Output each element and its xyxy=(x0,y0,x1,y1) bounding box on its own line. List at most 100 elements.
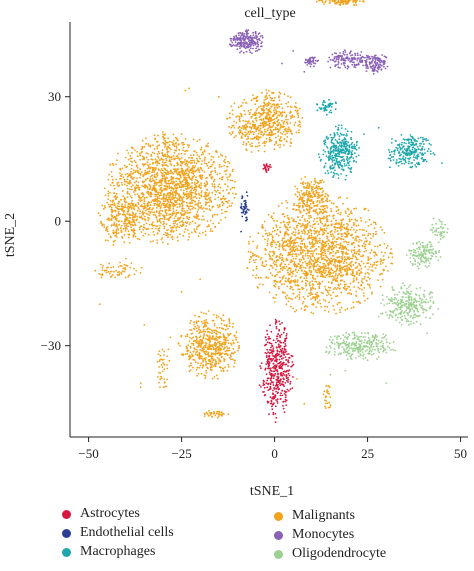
data-point xyxy=(324,300,327,302)
data-point xyxy=(370,257,372,260)
data-point xyxy=(278,350,281,353)
data-point xyxy=(115,234,118,236)
data-point xyxy=(287,300,290,303)
data-point xyxy=(355,278,358,281)
data-point xyxy=(309,237,311,240)
data-point xyxy=(343,246,346,248)
data-point xyxy=(196,168,199,171)
data-point xyxy=(273,118,276,120)
data-point xyxy=(282,405,284,407)
data-point xyxy=(198,160,200,163)
data-point xyxy=(169,224,172,227)
data-point xyxy=(317,153,320,156)
data-point xyxy=(248,261,251,264)
data-point xyxy=(317,302,319,304)
data-point xyxy=(257,276,260,279)
data-point xyxy=(343,163,346,165)
data-point xyxy=(274,353,277,356)
data-point xyxy=(186,160,189,163)
data-point xyxy=(413,144,416,147)
data-point xyxy=(344,151,347,153)
data-point xyxy=(360,280,363,282)
data-point xyxy=(355,301,358,303)
data-point xyxy=(211,183,214,185)
data-point xyxy=(341,254,344,256)
data-point xyxy=(144,219,147,222)
data-point xyxy=(306,245,309,248)
data-point xyxy=(171,214,174,217)
data-point xyxy=(185,193,188,196)
data-point xyxy=(277,286,280,288)
data-point xyxy=(271,217,274,220)
data-point xyxy=(204,230,207,233)
data-point xyxy=(166,232,169,235)
data-point xyxy=(276,281,279,283)
data-point xyxy=(411,165,414,168)
data-point xyxy=(281,259,283,261)
data-point xyxy=(188,195,191,198)
data-point xyxy=(123,225,126,227)
data-point xyxy=(167,171,170,173)
data-point xyxy=(143,145,146,148)
data-point xyxy=(190,200,193,202)
data-point xyxy=(272,339,275,342)
data-point xyxy=(175,137,178,140)
data-point xyxy=(328,244,331,247)
data-point xyxy=(334,252,337,255)
data-point xyxy=(160,184,163,186)
data-point xyxy=(289,388,292,391)
data-point xyxy=(250,128,253,130)
data-point xyxy=(358,253,361,256)
data-point xyxy=(279,265,282,268)
data-point xyxy=(175,191,178,194)
data-point xyxy=(263,386,266,389)
data-point xyxy=(163,222,166,225)
data-point xyxy=(151,227,154,230)
data-point xyxy=(130,196,133,199)
data-point xyxy=(336,172,338,175)
data-point xyxy=(340,145,342,148)
data-point xyxy=(182,217,185,220)
data-point xyxy=(339,268,342,271)
data-point xyxy=(160,213,162,215)
data-point xyxy=(331,281,333,284)
data-point xyxy=(223,160,225,163)
data-point xyxy=(324,285,326,288)
data-point xyxy=(322,101,325,103)
data-point xyxy=(118,205,121,208)
data-point xyxy=(355,290,358,293)
data-point xyxy=(130,207,133,210)
data-point xyxy=(107,190,110,193)
data-point xyxy=(313,296,316,299)
data-point xyxy=(279,271,281,273)
data-point xyxy=(319,159,322,162)
data-point xyxy=(213,183,216,186)
data-point xyxy=(242,211,245,214)
data-point xyxy=(277,333,279,336)
data-point xyxy=(335,159,338,162)
data-point xyxy=(391,256,394,259)
data-point xyxy=(316,275,319,278)
data-point xyxy=(269,164,271,166)
data-point xyxy=(242,101,244,104)
data-point xyxy=(155,204,158,206)
data-point xyxy=(351,145,354,148)
data-point xyxy=(313,217,316,220)
data-point xyxy=(155,189,158,192)
data-point xyxy=(176,139,179,142)
data-point xyxy=(243,200,246,203)
data-point xyxy=(350,143,353,146)
data-point xyxy=(177,239,179,242)
data-point xyxy=(156,160,159,163)
data-point xyxy=(336,155,339,158)
data-point xyxy=(221,176,224,179)
data-point xyxy=(275,268,277,271)
data-point xyxy=(353,286,355,288)
data-point xyxy=(336,243,338,246)
data-point xyxy=(113,187,116,190)
data-point xyxy=(165,194,168,197)
data-point xyxy=(291,255,294,258)
data-point xyxy=(401,162,403,165)
data-point xyxy=(204,195,207,197)
data-point xyxy=(303,298,306,300)
